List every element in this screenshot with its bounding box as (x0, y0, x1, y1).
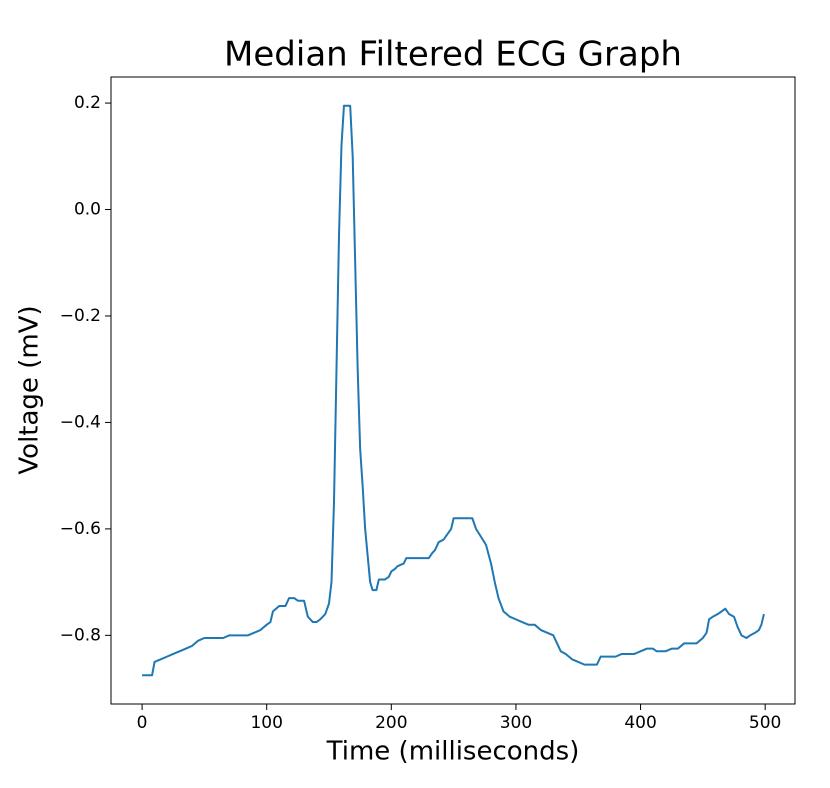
x-tick-label: 200 (375, 713, 407, 733)
y-tick-label: −0.6 (60, 519, 101, 539)
x-tick-label: 400 (624, 713, 656, 733)
y-tick-label: −0.2 (60, 306, 101, 326)
x-tick-label: 100 (250, 713, 282, 733)
data-line (142, 104, 765, 677)
y-tick-label: 0.0 (74, 200, 101, 220)
y-tick-label: −0.4 (60, 412, 101, 432)
x-tick-label: 0 (137, 713, 148, 733)
x-tick-label: 300 (500, 713, 532, 733)
plot-frame (110, 76, 796, 705)
y-axis-label: Voltage (mV) (15, 305, 45, 474)
x-tick-label: 500 (749, 713, 781, 733)
y-tick-label: −0.8 (60, 625, 101, 645)
x-axis-label: Time (milliseconds) (326, 737, 580, 767)
chart-title: Median Filtered ECG Graph (224, 35, 682, 75)
y-tick-label: 0.2 (74, 93, 101, 113)
